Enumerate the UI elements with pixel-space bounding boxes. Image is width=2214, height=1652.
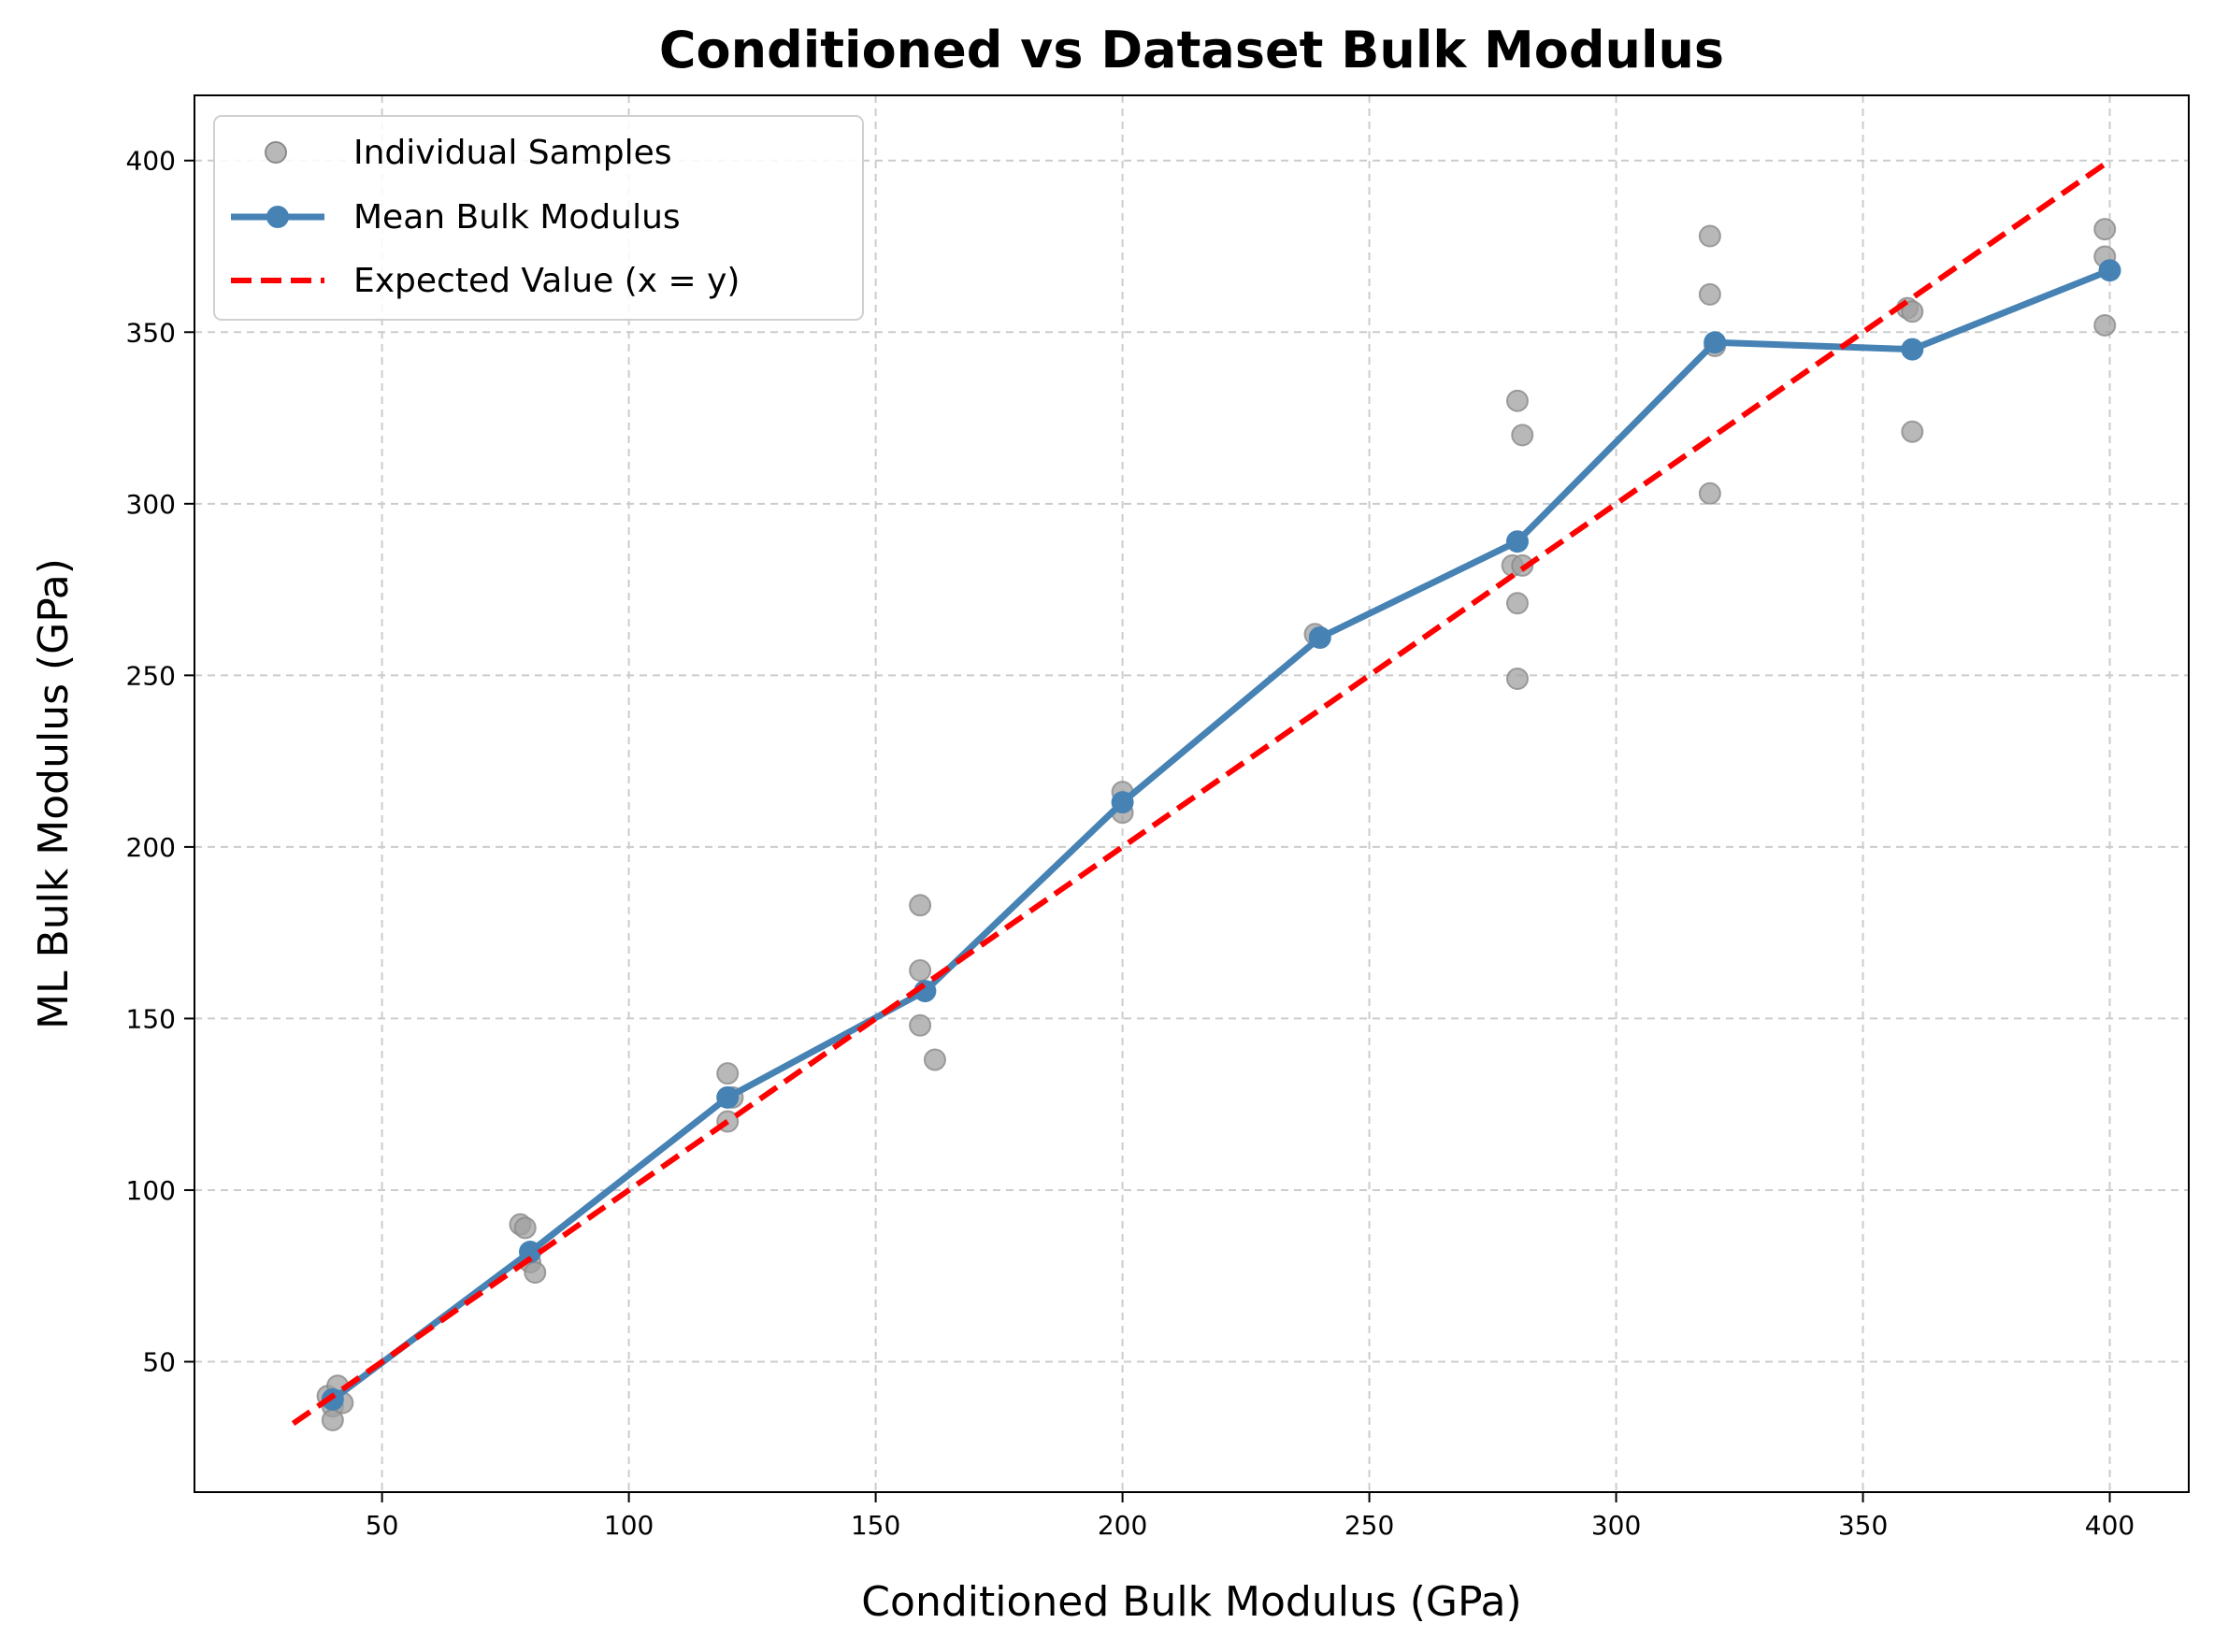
x-tick-label: 200 bbox=[1098, 1510, 1147, 1541]
y-tick-label: 400 bbox=[126, 146, 176, 177]
y-tick-label: 350 bbox=[126, 317, 176, 348]
sample-point bbox=[909, 894, 932, 917]
mean-point bbox=[2098, 259, 2121, 282]
legend-label: Mean Bulk Modulus bbox=[353, 198, 681, 237]
x-tick-label: 350 bbox=[1838, 1510, 1888, 1541]
chart-title: Conditioned vs Dataset Bulk Modulus bbox=[659, 21, 1724, 79]
y-tick-label: 200 bbox=[126, 832, 176, 863]
mean-point bbox=[519, 1241, 542, 1264]
y-axis-label: ML Bulk Modulus (GPa) bbox=[30, 558, 78, 1029]
mean-line bbox=[329, 266, 2114, 1403]
x-tick-label: 100 bbox=[604, 1510, 654, 1541]
mean-point bbox=[716, 1085, 740, 1109]
x-axis-label: Conditioned Bulk Modulus (GPa) bbox=[861, 1578, 1521, 1626]
legend-label: Individual Samples bbox=[353, 134, 672, 172]
sample-point bbox=[909, 1013, 932, 1037]
x-tick-label: 400 bbox=[2085, 1510, 2135, 1541]
sample-point bbox=[1505, 668, 1529, 691]
x-tick-label: 300 bbox=[1591, 1510, 1641, 1541]
mean-point bbox=[1901, 338, 1924, 361]
sample-point bbox=[1698, 224, 1721, 248]
legend-box bbox=[213, 115, 864, 321]
legend-mean-marker bbox=[266, 206, 289, 228]
legend-scatter-marker bbox=[265, 141, 287, 164]
sample-point bbox=[1511, 553, 1534, 577]
x-tick-label: 50 bbox=[366, 1510, 399, 1541]
mean-point bbox=[1111, 791, 1134, 814]
y-tick-label: 300 bbox=[126, 489, 176, 520]
sample-point bbox=[1511, 424, 1534, 447]
expected-line bbox=[291, 158, 2112, 1427]
sample-point bbox=[513, 1216, 537, 1240]
sample-point bbox=[716, 1062, 740, 1085]
mean-point bbox=[321, 1387, 344, 1411]
plot-data bbox=[291, 158, 2121, 1431]
sample-point bbox=[1505, 592, 1529, 615]
sample-point bbox=[2093, 218, 2117, 241]
sample-point bbox=[1505, 389, 1529, 412]
sample-point bbox=[1901, 300, 1924, 323]
mean-point bbox=[1308, 625, 1331, 649]
sample-point bbox=[2093, 313, 2117, 337]
legend: Individual Samples Mean Bulk Modulus Expec… bbox=[213, 115, 864, 321]
sample-point bbox=[1698, 481, 1721, 505]
x-tick-label: 150 bbox=[851, 1510, 900, 1541]
sample-point bbox=[1901, 420, 1924, 443]
y-tick-label: 50 bbox=[142, 1347, 176, 1378]
sample-point bbox=[524, 1261, 547, 1285]
sample-point bbox=[909, 959, 932, 983]
axis-ticks: 50 100 150 200 250 300 350 400 50 100 150 200 250 300… bbox=[126, 146, 2135, 1541]
y-tick-label: 150 bbox=[126, 1003, 176, 1034]
sample-point bbox=[923, 1048, 946, 1071]
mean-point bbox=[1505, 530, 1529, 553]
sample-point bbox=[1698, 282, 1721, 306]
plot-frame bbox=[194, 94, 2190, 1493]
y-tick-label: 100 bbox=[126, 1175, 176, 1206]
x-tick-label: 250 bbox=[1344, 1510, 1394, 1541]
y-tick-label: 250 bbox=[126, 660, 176, 691]
mean-point bbox=[1704, 331, 1727, 354]
legend-label: Expected Value (x = y) bbox=[353, 262, 740, 300]
